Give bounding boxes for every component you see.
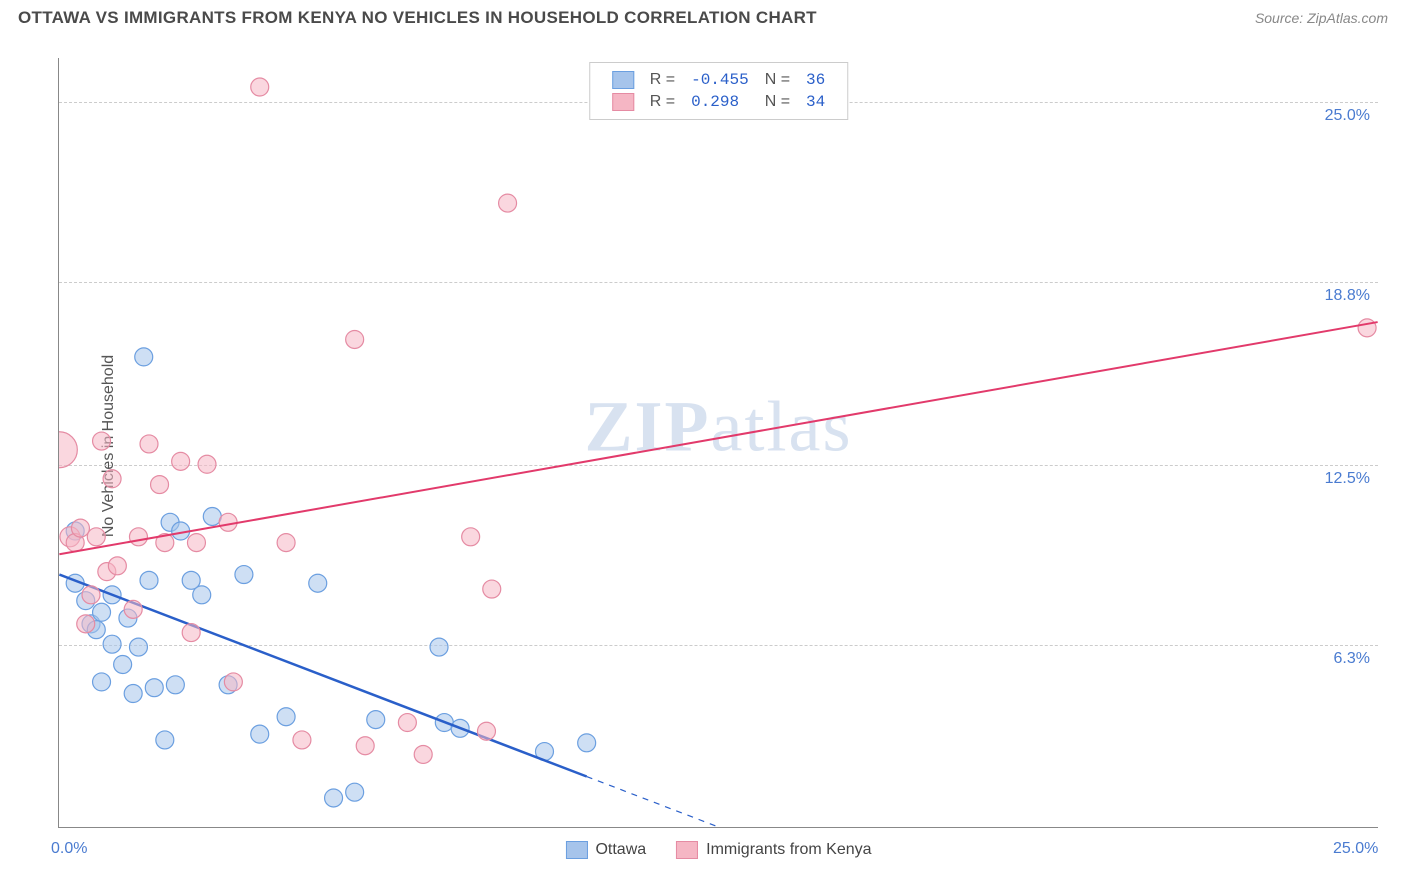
correlation-legend: R = -0.455 N = 36 R = 0.298 N = 34 (589, 62, 849, 120)
chart-title: OTTAWA VS IMMIGRANTS FROM KENYA NO VEHIC… (18, 8, 817, 28)
scatter-point (219, 513, 237, 531)
scatter-point (124, 600, 142, 618)
scatter-point (499, 194, 517, 212)
series-legend: Ottawa Immigrants from Kenya (565, 841, 871, 859)
legend-item-kenya: Immigrants from Kenya (676, 841, 871, 859)
scatter-point (277, 534, 295, 552)
scatter-point (145, 679, 163, 697)
scatter-point (483, 580, 501, 598)
scatter-point (71, 519, 89, 537)
scatter-point (235, 566, 253, 584)
r-value-kenya: 0.298 (683, 91, 757, 113)
scatter-point (251, 725, 269, 743)
legend-swatch-ottawa (612, 71, 634, 89)
correlation-legend-table: R = -0.455 N = 36 R = 0.298 N = 34 (604, 69, 834, 113)
scatter-point (166, 676, 184, 694)
scatter-point (367, 711, 385, 729)
legend-item-ottawa: Ottawa (565, 841, 646, 859)
scatter-point (187, 534, 205, 552)
scatter-svg (59, 58, 1378, 827)
legend-row-ottawa: R = -0.455 N = 36 (604, 69, 834, 91)
n-label: N = (757, 69, 798, 91)
legend-swatch-kenya-bottom (676, 841, 698, 859)
scatter-point (93, 673, 111, 691)
scatter-point (129, 528, 147, 546)
scatter-point (93, 603, 111, 621)
scatter-point (325, 789, 343, 807)
scatter-point (309, 574, 327, 592)
scatter-point (172, 452, 190, 470)
scatter-point (462, 528, 480, 546)
n-label: N = (757, 91, 798, 113)
regression-line (59, 322, 1377, 554)
scatter-point (114, 656, 132, 674)
scatter-point (82, 586, 100, 604)
scatter-point (156, 731, 174, 749)
x-tick-label: 0.0% (51, 840, 87, 858)
scatter-point (103, 470, 121, 488)
legend-swatch-kenya (612, 93, 634, 111)
n-value-ottawa: 36 (798, 69, 833, 91)
scatter-point (346, 783, 364, 801)
scatter-point (346, 330, 364, 348)
legend-label-ottawa: Ottawa (595, 841, 646, 859)
scatter-point (356, 737, 374, 755)
regression-line-extrapolated (587, 777, 719, 827)
scatter-point (129, 638, 147, 656)
n-value-kenya: 34 (798, 91, 833, 113)
legend-label-kenya: Immigrants from Kenya (706, 841, 871, 859)
scatter-point (140, 571, 158, 589)
scatter-point (414, 745, 432, 763)
r-value-ottawa: -0.455 (683, 69, 757, 91)
scatter-point (578, 734, 596, 752)
scatter-point (151, 476, 169, 494)
scatter-point (1358, 319, 1376, 337)
scatter-point (293, 731, 311, 749)
scatter-point (430, 638, 448, 656)
scatter-point (224, 673, 242, 691)
scatter-point (108, 557, 126, 575)
scatter-point (87, 528, 105, 546)
source-attribution: Source: ZipAtlas.com (1255, 10, 1388, 26)
legend-swatch-ottawa-bottom (565, 841, 587, 859)
r-label: R = (642, 91, 683, 113)
scatter-point (77, 615, 95, 633)
scatter-point (277, 708, 295, 726)
x-tick-label: 25.0% (1333, 840, 1378, 858)
header: OTTAWA VS IMMIGRANTS FROM KENYA NO VEHIC… (18, 8, 1388, 28)
scatter-point (193, 586, 211, 604)
scatter-point (59, 432, 77, 468)
scatter-point (182, 624, 200, 642)
scatter-point (103, 635, 121, 653)
scatter-point (477, 722, 495, 740)
scatter-point (140, 435, 158, 453)
legend-row-kenya: R = 0.298 N = 34 (604, 91, 834, 113)
scatter-point (124, 685, 142, 703)
scatter-point (398, 714, 416, 732)
scatter-point (135, 348, 153, 366)
scatter-point (251, 78, 269, 96)
scatter-point (93, 432, 111, 450)
r-label: R = (642, 69, 683, 91)
scatter-point (198, 455, 216, 473)
chart-plot-area: ZIPatlas R = -0.455 N = 36 R = 0.298 N =… (58, 58, 1378, 828)
